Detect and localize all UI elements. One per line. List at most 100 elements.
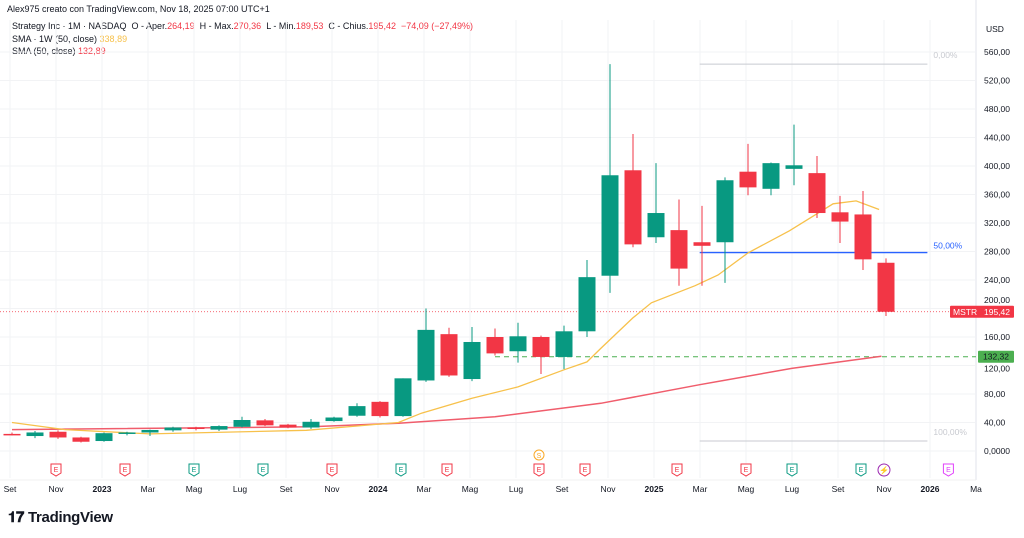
- candle: [417, 308, 435, 382]
- earnings-icon-label: E: [192, 467, 197, 474]
- earnings-icon: [942, 463, 954, 477]
- earnings-icon-label: E: [675, 467, 680, 474]
- candle-body: [486, 337, 504, 354]
- open-label: O - Aper.: [131, 21, 168, 31]
- x-tick-label: Lug: [233, 484, 247, 494]
- candle-body: [141, 429, 159, 433]
- candle: [72, 436, 90, 443]
- candle-body: [785, 165, 803, 169]
- y-tick-label: 240,00: [984, 275, 1010, 285]
- earnings-icon: [740, 463, 752, 477]
- earnings-icon-label: E: [537, 467, 542, 474]
- candle: [463, 327, 481, 382]
- x-tick-label: Mag: [738, 484, 755, 494]
- earnings-icon: [786, 463, 798, 477]
- x-tick-label: Ma: [970, 484, 982, 494]
- candle: [256, 418, 274, 427]
- fib-level-label: 50,00%: [933, 241, 962, 251]
- earnings-icon: [441, 463, 453, 477]
- support-price-badge: [978, 350, 1014, 363]
- x-tick-label: Lug: [509, 484, 523, 494]
- candle: [808, 156, 826, 219]
- y-tick-label: 320,00: [984, 218, 1010, 228]
- earnings-icon-label: E: [399, 467, 404, 474]
- x-tick-label: Nov: [324, 484, 340, 494]
- candle-body: [26, 432, 44, 437]
- earnings-icon: [395, 463, 407, 477]
- close-value: 195,42: [368, 21, 396, 31]
- earnings-icon: [50, 463, 62, 477]
- candle-body: [670, 230, 688, 269]
- sma-1w-legend[interactable]: SMA · 1W (50, close) 338,89: [12, 34, 127, 44]
- candle: [647, 163, 665, 243]
- x-tick-label: Mar: [693, 484, 708, 494]
- earnings-icon-label: E: [790, 467, 795, 474]
- earnings-icon-label: E: [744, 467, 749, 474]
- logo-mark-icon: 𝟏𝟕: [8, 509, 25, 526]
- sma-1w-label: SMA · 1W (50, close): [12, 34, 98, 44]
- candle-body: [509, 336, 527, 352]
- x-tick-label: Set: [280, 484, 293, 494]
- candle: [210, 425, 228, 432]
- candle: [601, 64, 619, 293]
- logo-text: TradingView: [27, 509, 113, 526]
- chart-credit: Alex975 creato con TradingView.com, Nov …: [7, 4, 270, 14]
- candle-body: [532, 337, 550, 357]
- symbol-badge-label: MSTR: [953, 307, 977, 317]
- x-tick-label: Nov: [48, 484, 64, 494]
- candle-body: [118, 432, 136, 434]
- earnings-icon: [188, 463, 200, 477]
- candle: [716, 177, 734, 283]
- open-value: 264,19: [167, 21, 195, 31]
- candle: [854, 190, 872, 271]
- x-tick-label: Mag: [186, 484, 203, 494]
- candle: [348, 403, 366, 417]
- fib-level-label: 100,00%: [933, 427, 967, 437]
- earnings-icon: [533, 463, 545, 477]
- candle: [670, 199, 688, 286]
- candle: [739, 143, 757, 196]
- support-price-value: 132,32: [983, 352, 1009, 362]
- y-tick-label: 560,00: [984, 47, 1010, 57]
- y-tick-label: 400,00: [984, 161, 1010, 171]
- candle-body: [3, 433, 21, 436]
- earnings-icon-label: E: [946, 467, 951, 474]
- ohlc-legend[interactable]: Strategy Inc · 1M · NASDAQ O - Aper.264,…: [12, 21, 473, 31]
- x-tick-label: Set: [4, 484, 17, 494]
- last-price-badge: [950, 305, 1014, 318]
- candle-body: [394, 378, 412, 417]
- sma-legend[interactable]: SMA (50, close) 132,89: [12, 46, 106, 56]
- candle-body: [877, 262, 895, 312]
- candle-body: [716, 180, 734, 243]
- earnings-icon: [579, 463, 591, 477]
- candle: [118, 431, 136, 436]
- candle-body: [693, 242, 711, 246]
- tradingview-logo: 𝟏𝟕 TradingView: [8, 509, 113, 526]
- news-lightning-icon: [877, 463, 891, 477]
- earnings-icon-label: E: [859, 467, 864, 474]
- x-tick-label: Nov: [876, 484, 892, 494]
- candle-body: [187, 427, 205, 429]
- change-value: −74,09 (−27,49%): [400, 21, 474, 31]
- fib-level-label: 0,00%: [933, 50, 958, 60]
- candle-body: [210, 426, 228, 430]
- high-value: 270,36: [233, 21, 262, 31]
- earnings-icon-label: E: [261, 467, 266, 474]
- candle: [532, 335, 550, 375]
- candle: [233, 416, 251, 428]
- currency-label: USD: [986, 24, 1004, 34]
- earnings-icon-label: E: [54, 467, 59, 474]
- x-tick-label: 2026: [921, 484, 940, 494]
- y-tick-label: 360,00: [984, 190, 1010, 200]
- y-tick-label: 520,00: [984, 76, 1010, 86]
- candle-body: [854, 214, 872, 260]
- earnings-icon: [257, 463, 269, 477]
- candle: [164, 426, 182, 432]
- x-tick-label: Set: [556, 484, 569, 494]
- candle-body: [302, 421, 320, 428]
- candle-body: [233, 420, 251, 427]
- x-tick-label: Set: [832, 484, 845, 494]
- x-tick-label: Nov: [600, 484, 616, 494]
- candle: [877, 258, 895, 316]
